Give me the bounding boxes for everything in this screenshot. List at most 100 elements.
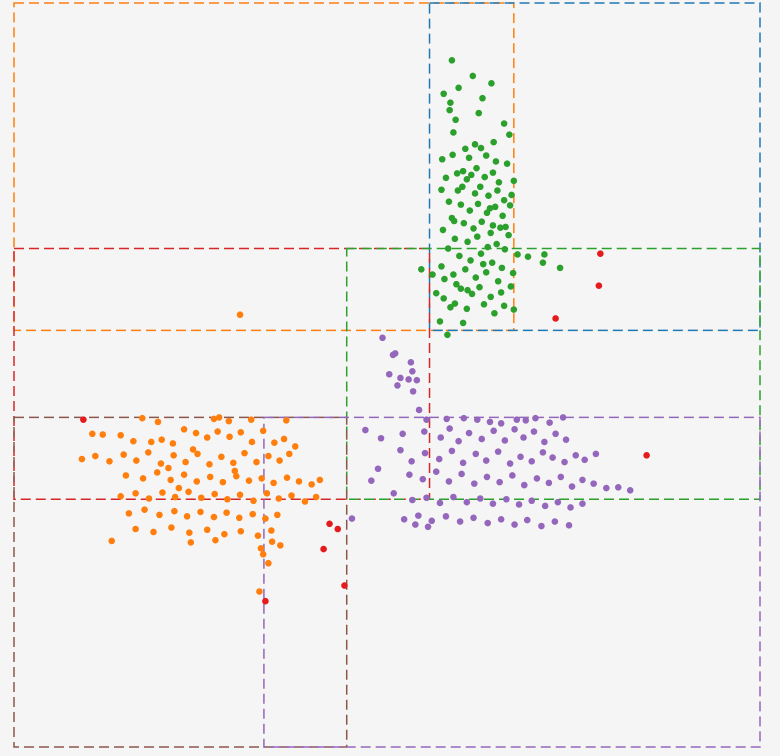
data-point <box>295 478 303 485</box>
data-point <box>459 183 466 191</box>
region-box-2 <box>428 2 761 332</box>
data-point <box>219 478 227 486</box>
data-point <box>145 495 153 502</box>
data-point <box>445 478 453 485</box>
data-point <box>141 506 148 513</box>
data-point <box>419 475 427 483</box>
data-point <box>468 290 476 298</box>
data-point <box>432 289 440 297</box>
data-point <box>250 497 257 505</box>
data-point <box>259 427 267 435</box>
data-point <box>385 370 393 378</box>
data-point <box>492 158 500 165</box>
data-point <box>175 484 183 492</box>
data-point <box>517 453 524 461</box>
data-point <box>442 174 450 182</box>
data-point <box>428 517 436 525</box>
data-point <box>253 458 260 466</box>
data-point <box>429 271 436 278</box>
data-point <box>483 473 491 481</box>
data-point <box>460 219 468 227</box>
data-point <box>432 468 440 476</box>
data-point <box>556 264 564 272</box>
data-point <box>133 457 140 464</box>
data-point <box>212 536 219 544</box>
data-point <box>423 416 430 423</box>
data-point <box>530 428 538 435</box>
data-point <box>475 109 483 117</box>
data-point <box>206 460 213 468</box>
data-point <box>257 545 265 552</box>
data-point <box>590 480 597 487</box>
data-point <box>241 449 248 457</box>
data-point <box>476 183 484 191</box>
data-point <box>538 522 545 530</box>
data-point <box>283 474 291 481</box>
data-point <box>280 435 288 443</box>
data-point <box>412 521 419 528</box>
data-point <box>99 431 107 438</box>
data-point <box>154 418 162 426</box>
data-point <box>460 414 468 422</box>
data-point <box>500 302 508 310</box>
data-point <box>520 434 527 441</box>
data-point <box>409 388 417 395</box>
data-point <box>572 452 580 459</box>
data-point <box>197 494 205 502</box>
data-point <box>130 437 137 445</box>
region-box-3 <box>13 247 431 500</box>
data-point <box>438 186 445 194</box>
data-point <box>546 419 553 426</box>
data-point <box>476 283 483 291</box>
data-point <box>92 452 99 460</box>
data-point <box>501 245 509 253</box>
data-point <box>497 516 505 523</box>
data-point <box>528 458 536 465</box>
data-point <box>125 510 133 517</box>
data-point <box>477 250 485 258</box>
data-point <box>211 490 218 498</box>
data-point <box>592 450 600 458</box>
data-point <box>614 484 622 491</box>
data-point <box>186 529 193 537</box>
data-point <box>405 376 412 383</box>
data-point <box>552 430 559 438</box>
data-point <box>465 154 473 162</box>
data-point <box>440 90 447 98</box>
data-point <box>171 493 179 501</box>
data-point <box>502 223 509 231</box>
data-point <box>270 479 277 487</box>
data-point <box>218 453 225 461</box>
data-point <box>524 253 532 261</box>
data-point <box>470 480 478 487</box>
data-point <box>449 151 456 159</box>
data-point <box>249 510 257 518</box>
data-point <box>157 460 165 467</box>
data-point <box>443 415 450 423</box>
data-point <box>494 187 501 194</box>
data-point <box>471 141 479 148</box>
data-point <box>180 471 188 478</box>
data-point <box>484 519 492 527</box>
data-point <box>453 170 461 177</box>
data-point <box>258 475 265 482</box>
data-point <box>171 507 178 515</box>
data-point <box>488 259 496 266</box>
data-point <box>409 496 416 504</box>
data-point <box>455 437 462 445</box>
data-point <box>165 464 172 472</box>
data-point <box>237 428 245 436</box>
data-point <box>168 524 175 531</box>
data-point <box>226 433 233 441</box>
data-point <box>467 257 474 264</box>
data-point <box>446 106 453 114</box>
series-4 <box>80 250 650 605</box>
data-point <box>450 493 457 501</box>
data-point <box>348 515 356 522</box>
data-point <box>442 513 450 520</box>
data-point <box>236 491 244 499</box>
data-point <box>210 415 218 423</box>
data-point <box>488 80 495 87</box>
data-point <box>415 512 422 519</box>
data-point <box>499 212 506 220</box>
